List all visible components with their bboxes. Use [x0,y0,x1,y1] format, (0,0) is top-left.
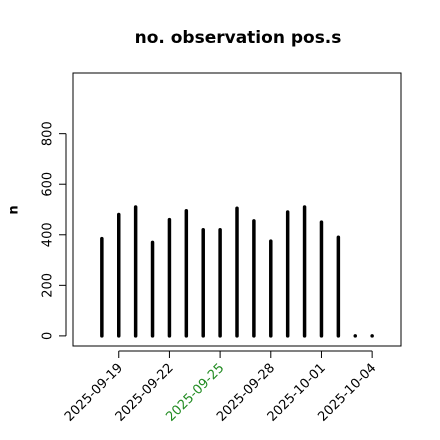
y-axis-label: n [7,205,22,214]
y-tick-label: 200 [41,273,56,298]
y-tick-label: 600 [41,172,56,197]
plot-box [72,72,402,347]
y-tick-label: 0 [41,332,56,340]
y-tick-label: 800 [41,121,56,146]
y-tick-label: 400 [41,222,56,247]
chart-title: no. observation pos.s [135,28,342,48]
